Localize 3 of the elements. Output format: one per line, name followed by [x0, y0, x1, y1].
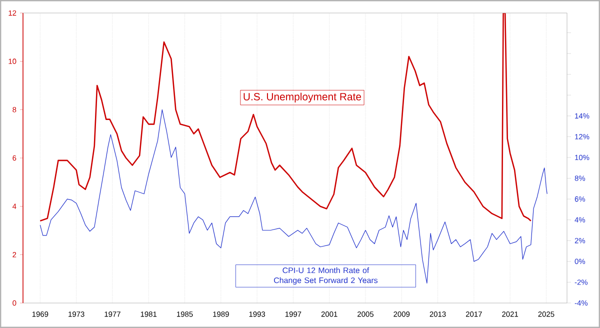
line-series	[40, 12, 532, 222]
series-label: U.S. Unemployment Rate	[244, 92, 362, 102]
line-series	[40, 109, 548, 284]
